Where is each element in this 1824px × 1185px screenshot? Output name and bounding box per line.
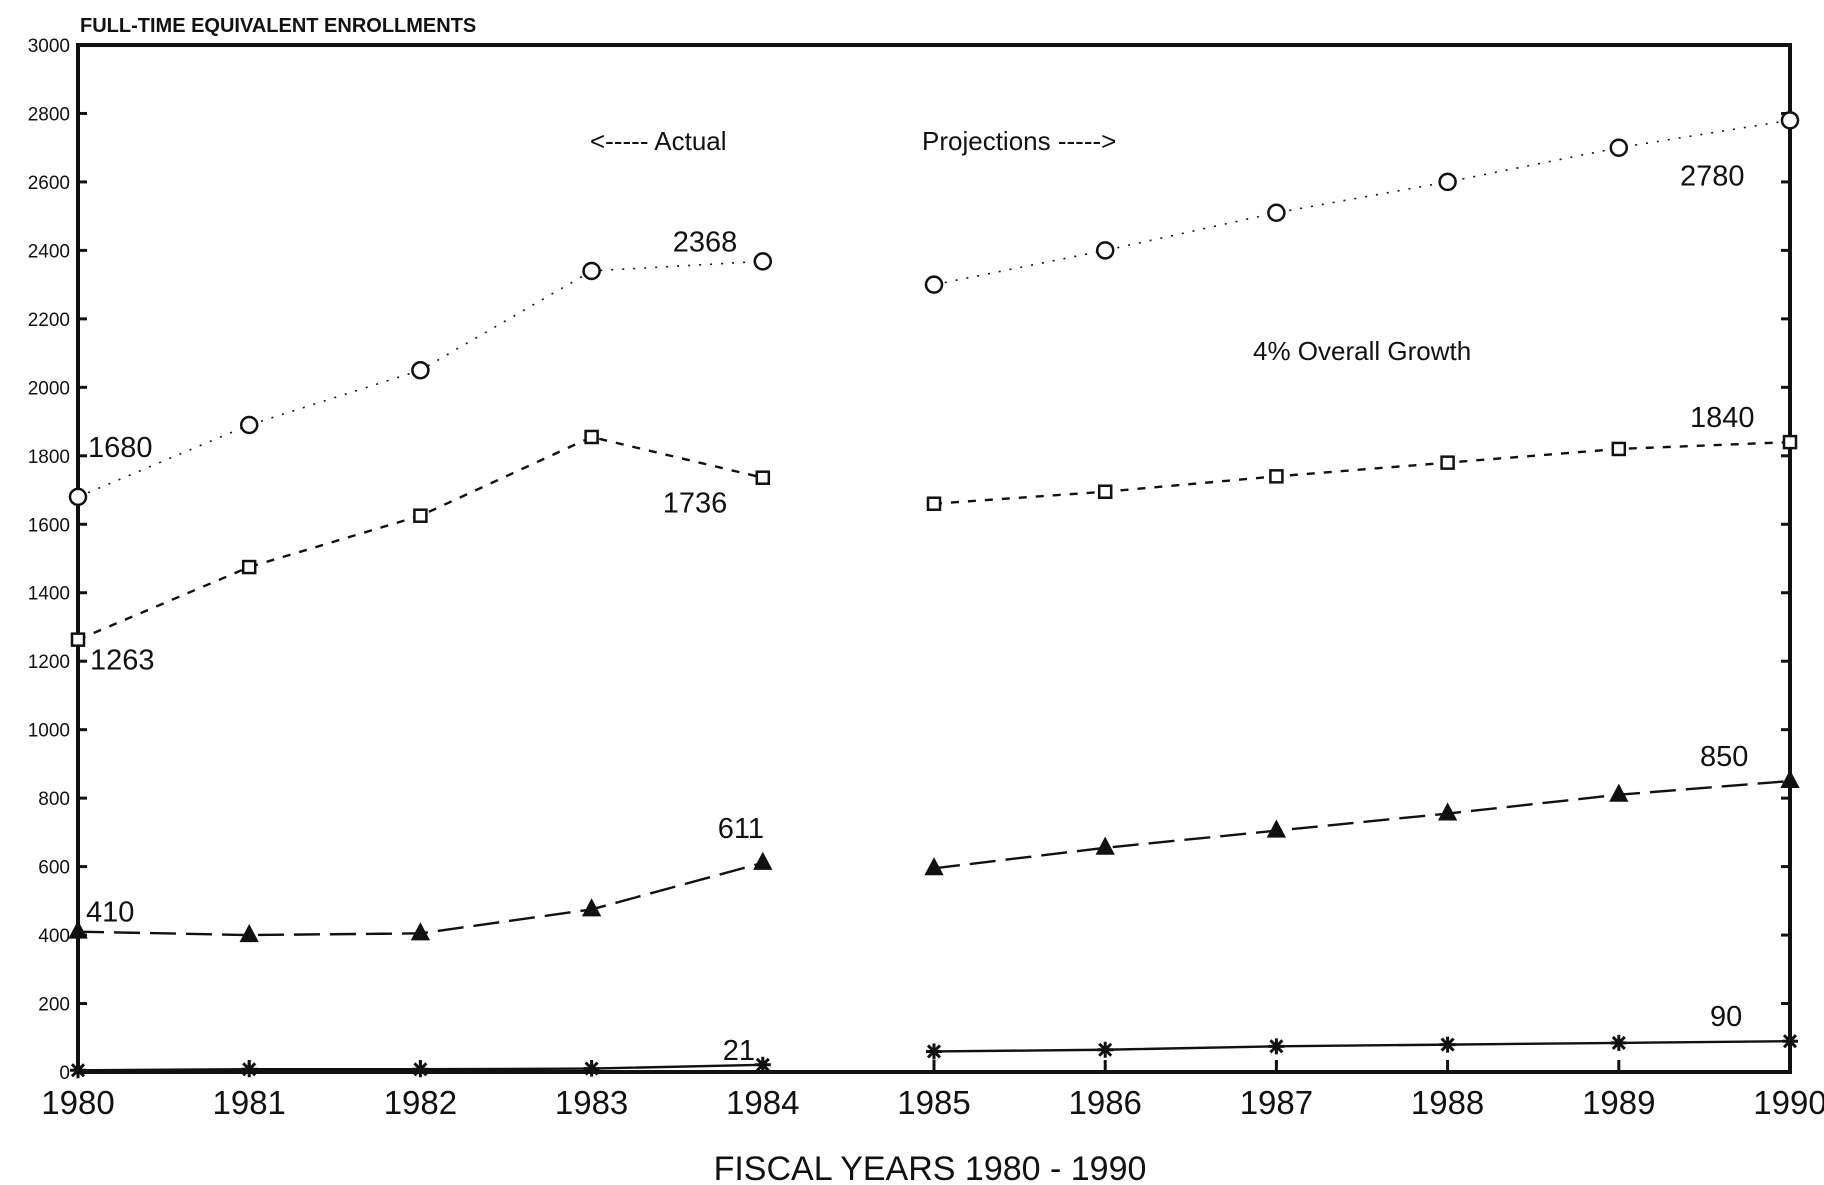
star-point [1439,1036,1456,1053]
circle-point [1267,203,1286,222]
plot-frame [76,43,1792,1074]
y-tick-label: 200 [38,995,70,1016]
y-tick-label: 800 [38,789,70,810]
annotation-actual: <----- Actual [590,126,727,156]
circle-point [1438,172,1457,192]
x-tick-label: 1985 [897,1084,970,1121]
triangle-point [68,920,88,939]
y-tick-label: 1400 [28,584,70,605]
y-tick-label: 1600 [28,515,70,536]
x-tick-label: 1982 [384,1084,457,1121]
star-point [412,1061,429,1078]
data-label: 410 [86,897,134,929]
series-line-2 [77,435,764,641]
x-tick-label: 1980 [41,1084,114,1121]
star-point [1097,1041,1114,1058]
triangle-point [924,857,944,876]
y-tick-label: 0 [59,1063,70,1084]
triangle-point [410,922,431,941]
data-label: 611 [718,813,764,845]
x-tick-label: 1989 [1582,1084,1655,1121]
data-label: 90 [1710,1001,1742,1033]
series-line-2 [933,440,1791,505]
data-label: 21 [723,1035,755,1067]
y-tick-label: 400 [38,926,70,947]
x-tick-label: 1983 [555,1084,628,1121]
circle-point [1780,111,1800,130]
star-point [1268,1038,1285,1055]
square-point [584,429,599,445]
series-line-3 [933,779,1791,870]
square-point [1611,441,1627,457]
star-point [1782,1033,1798,1050]
square-point [1269,469,1284,484]
circle-point [68,487,88,507]
x-tick-label: 1981 [212,1084,285,1121]
star-point [241,1061,258,1078]
circle-point [1095,241,1115,260]
triangle-point [1095,836,1115,855]
series-line-1 [933,119,1791,286]
circle-point [582,261,601,281]
data-label: 1840 [1690,402,1755,434]
y-tick-label: 1000 [28,721,70,742]
y-tick-label: 3000 [28,36,70,57]
data-label: 1680 [88,432,153,464]
triangle-point [1437,802,1458,821]
x-tick-label: 1987 [1240,1084,1313,1121]
x-axis-title: FISCAL YEARS 1980 - 1990 [714,1150,1147,1185]
data-label: 1263 [90,645,155,677]
square-point [1440,455,1455,470]
circle-point [1609,138,1629,157]
data-label: 2780 [1680,160,1745,192]
square-point [413,508,428,523]
star-point [1610,1034,1627,1051]
annotation-growth: 4% Overall Growth [1253,336,1471,366]
y-tick-label: 600 [38,858,70,879]
square-point [926,496,942,511]
triangle-point [1266,819,1287,838]
x-tick-label: 1990 [1753,1084,1824,1121]
star-point [926,1043,942,1060]
square-point [70,632,86,647]
triangle-point [581,898,602,917]
y-tick-label: 1200 [28,652,70,673]
square-point [1097,484,1113,499]
x-tick-label: 1984 [726,1084,799,1121]
y-tick-label: 2800 [28,104,70,125]
circle-point [753,252,773,271]
circle-point [924,275,944,294]
annotation-projections: Projections -----> [922,126,1116,156]
star-point [70,1062,86,1079]
x-tick-label: 1988 [1411,1084,1484,1121]
data-label: 1736 [663,488,728,520]
data-label: 850 [1700,741,1748,773]
data-label: 2368 [673,226,738,258]
square-point [755,470,771,485]
y-axis-title: FULL-TIME EQUIVALENT ENROLLMENTS [80,15,476,37]
star-point [754,1056,771,1073]
circle-point [239,415,259,435]
y-tick-label: 1800 [28,447,70,468]
y-tick-label: 2000 [28,378,70,399]
triangle-point [1780,769,1800,789]
square-point [1782,434,1798,450]
x-tick-label: 1986 [1068,1084,1141,1121]
y-tick-label: 2600 [28,173,70,194]
y-tick-label: 2200 [28,310,70,331]
triangle-point [753,851,773,870]
y-tick-label: 2400 [28,241,70,262]
triangle-point [239,923,259,943]
star-point [583,1060,600,1077]
triangle-point [1609,783,1629,802]
circle-point [411,360,430,380]
square-point [241,559,257,575]
series-line-4 [933,1039,1791,1053]
